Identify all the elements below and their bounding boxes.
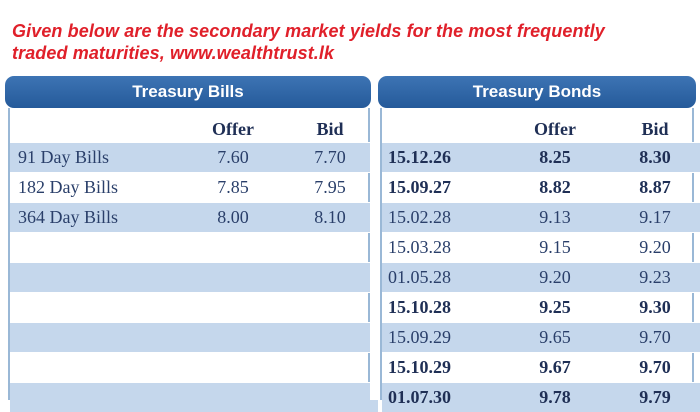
bills-table-row — [10, 383, 378, 412]
bonds-col-header-bid: Bid — [610, 108, 700, 143]
bills-col-header-offer: Offer — [184, 108, 282, 143]
bond-maturity: 15.03.28 — [382, 233, 500, 263]
bond-maturity: 15.09.29 — [382, 323, 500, 353]
bond-maturity: 15.10.28 — [382, 293, 500, 323]
bond-maturity: 15.02.28 — [382, 203, 500, 233]
bond-offer: 8.25 — [500, 143, 610, 173]
bill-offer: 7.60 — [184, 143, 282, 173]
bills-table-row — [10, 263, 378, 293]
bond-offer: 9.67 — [500, 353, 610, 383]
bill-offer: 8.00 — [184, 203, 282, 233]
bill-empty-cell — [10, 353, 184, 383]
bill-bid: 7.70 — [282, 143, 378, 173]
bill-empty-cell — [282, 263, 378, 293]
bond-bid: 8.30 — [610, 143, 700, 173]
bond-offer: 9.15 — [500, 233, 610, 263]
bonds-col-header-offer: Offer — [500, 108, 610, 143]
bill-empty-cell — [10, 233, 184, 263]
bills-table-row — [10, 233, 378, 263]
bill-tenor: 91 Day Bills — [10, 143, 184, 173]
bill-empty-cell — [282, 383, 378, 412]
bill-empty-cell — [10, 263, 184, 293]
bond-bid: 9.30 — [610, 293, 700, 323]
bonds-header-row: Offer Bid — [382, 108, 700, 143]
bond-bid: 8.87 — [610, 173, 700, 203]
bond-offer: 9.65 — [500, 323, 610, 353]
bond-maturity: 15.12.26 — [382, 143, 500, 173]
bills-table-row — [10, 353, 378, 383]
bill-empty-cell — [282, 293, 378, 323]
bill-offer: 7.85 — [184, 173, 282, 203]
bond-offer: 9.78 — [500, 383, 610, 412]
treasury-bonds-title: Treasury Bonds — [473, 82, 602, 102]
bill-empty-cell — [184, 383, 282, 412]
treasury-bills-header: Treasury Bills — [5, 76, 371, 108]
panel-gap — [370, 108, 380, 400]
bond-maturity: 01.05.28 — [382, 263, 500, 293]
bond-maturity: 01.07.30 — [382, 383, 500, 412]
bond-offer: 9.20 — [500, 263, 610, 293]
bond-bid: 9.20 — [610, 233, 700, 263]
bond-bid: 9.79 — [610, 383, 700, 412]
bond-offer: 9.13 — [500, 203, 610, 233]
bill-empty-cell — [10, 323, 184, 353]
bill-empty-cell — [282, 353, 378, 383]
treasury-bonds-header: Treasury Bonds — [378, 76, 696, 108]
bill-empty-cell — [184, 353, 282, 383]
bills-col-header-label — [10, 108, 184, 143]
bill-empty-cell — [184, 263, 282, 293]
bill-empty-cell — [10, 383, 184, 412]
bill-empty-cell — [184, 233, 282, 263]
bond-bid: 9.17 — [610, 203, 700, 233]
bills-col-header-bid: Bid — [282, 108, 378, 143]
bond-maturity: 15.09.27 — [382, 173, 500, 203]
bill-bid: 7.95 — [282, 173, 378, 203]
bill-tenor: 364 Day Bills — [10, 203, 184, 233]
bill-empty-cell — [282, 323, 378, 353]
bond-bid: 9.23 — [610, 263, 700, 293]
intro-line-1: Given below are the secondary market yie… — [12, 21, 605, 41]
intro-text: Given below are the secondary market yie… — [12, 20, 692, 64]
bond-bid: 9.70 — [610, 323, 700, 353]
bond-offer: 9.25 — [500, 293, 610, 323]
intro-line-2: traded maturities, www.wealthtrust.lk — [12, 43, 334, 63]
bill-tenor: 182 Day Bills — [10, 173, 184, 203]
bill-empty-cell — [184, 293, 282, 323]
bill-empty-cell — [282, 233, 378, 263]
bills-table-row — [10, 323, 378, 353]
bill-empty-cell — [184, 323, 282, 353]
bond-maturity: 15.10.29 — [382, 353, 500, 383]
bill-empty-cell — [10, 293, 184, 323]
treasury-bills-title: Treasury Bills — [132, 82, 244, 102]
bond-offer: 8.82 — [500, 173, 610, 203]
bond-bid: 9.70 — [610, 353, 700, 383]
bonds-col-header-maturity — [382, 108, 500, 143]
bill-bid: 8.10 — [282, 203, 378, 233]
bills-header-row: Offer Bid — [10, 108, 378, 143]
bills-table-row — [10, 293, 378, 323]
